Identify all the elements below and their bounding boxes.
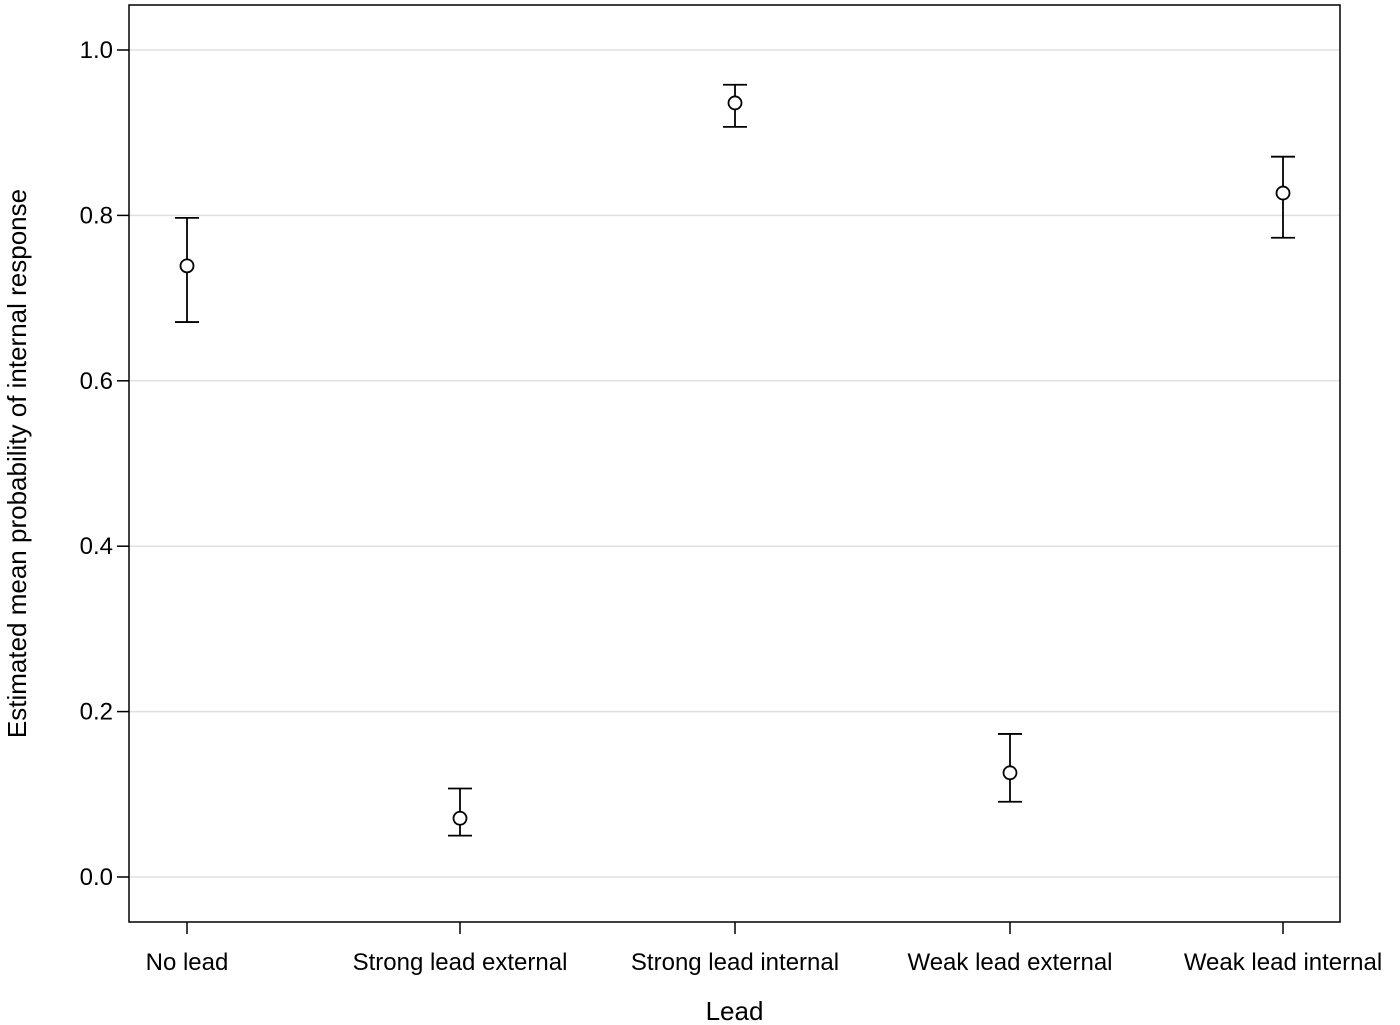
data-point-group <box>1271 155 1295 239</box>
x-tick-label: Weak lead external <box>907 949 1112 976</box>
plot-frame <box>128 4 1341 923</box>
y-tick-label: 0.2 <box>80 699 113 726</box>
y-tick-label: 0.6 <box>80 368 113 395</box>
y-axis-label: Estimated mean probability of internal r… <box>2 189 32 738</box>
data-point <box>727 95 743 111</box>
data-point-group <box>175 216 199 323</box>
x-tick-label: Weak lead internal <box>1184 949 1382 976</box>
gridlines <box>129 49 1340 878</box>
data-point <box>452 810 468 826</box>
y-axis: 0.0 0.2 0.4 0.6 0.8 1.0 <box>80 37 129 891</box>
y-tick-label: 0.0 <box>80 864 113 891</box>
data-point-group <box>723 83 747 128</box>
x-tick-label: No lead <box>146 949 229 976</box>
data-point <box>179 258 195 274</box>
y-tick-label: 0.4 <box>80 533 113 560</box>
x-tick-label: Strong lead external <box>353 949 568 976</box>
y-tick-label: 1.0 <box>80 37 113 64</box>
x-tick-label: Strong lead internal <box>631 949 839 976</box>
y-tick-label: 0.8 <box>80 202 113 229</box>
x-axis: No lead Strong lead external Strong lead i… <box>146 922 1382 976</box>
data-point-group <box>448 787 472 837</box>
data-point <box>1002 765 1018 781</box>
data-point <box>1275 185 1291 201</box>
x-axis-label: Lead <box>706 996 764 1025</box>
data-points <box>175 83 1295 837</box>
data-point-group <box>998 733 1022 803</box>
